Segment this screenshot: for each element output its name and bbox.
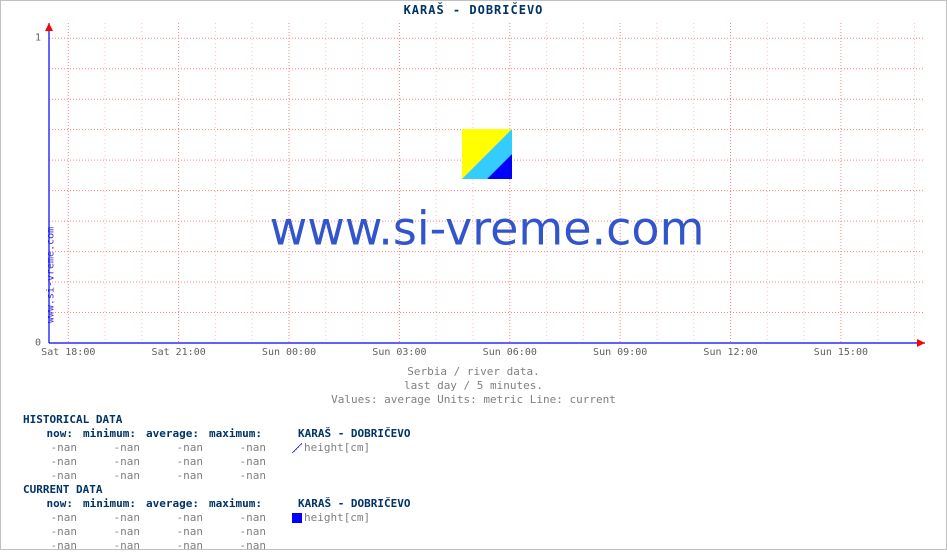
table-cell: -nan <box>83 539 146 553</box>
table-cell: -nan <box>146 525 209 539</box>
data-tables: HISTORICAL DATA now:minimum:average:maxi… <box>23 413 417 553</box>
chart-title: KARAŠ - DOBRIČEVO <box>1 3 946 17</box>
historical-header: HISTORICAL DATA <box>23 413 417 427</box>
caption-line-3: Values: average Units: metric Line: curr… <box>1 393 946 407</box>
x-tick-label: Sat 21:00 <box>152 347 206 358</box>
column-header: maximum: <box>209 497 272 511</box>
table-cell: -nan <box>23 525 83 539</box>
series-label: KARAŠ - DOBRIČEVO <box>292 427 417 441</box>
table-cell: -nan <box>146 469 209 483</box>
table-cell: -nan <box>83 525 146 539</box>
table-cell: -nan <box>209 469 272 483</box>
chart-container: www.si-vreme.com KARAŠ - DOBRIČEVO www.s… <box>0 0 947 550</box>
x-tick-label: Sat 18:00 <box>41 347 95 358</box>
table-cell: -nan <box>146 539 209 553</box>
table-cell: -nan <box>146 441 209 455</box>
table-cell: -nan <box>83 469 146 483</box>
series-label: KARAŠ - DOBRIČEVO <box>292 497 417 511</box>
current-table: now:minimum:average:maximum: KARAŠ - DOBR… <box>23 497 417 553</box>
y-tick-label: 1 <box>35 33 41 44</box>
column-header: minimum: <box>83 497 146 511</box>
caption-line-1: Serbia / river data. <box>1 365 946 379</box>
table-cell: -nan <box>209 441 272 455</box>
table-cell: -nan <box>23 441 83 455</box>
caption-line-2: last day / 5 minutes. <box>1 379 946 393</box>
table-cell: -nan <box>209 539 272 553</box>
table-cell: -nan <box>83 511 146 525</box>
table-cell: -nan <box>209 525 272 539</box>
table-cell: -nan <box>23 539 83 553</box>
legend-swatch-icon <box>292 513 302 523</box>
x-tick-label: Sun 12:00 <box>703 347 757 358</box>
watermark-text: www.si-vreme.com <box>270 202 705 256</box>
table-cell: -nan <box>83 441 146 455</box>
unit-label: height[cm] <box>292 441 417 455</box>
table-cell: -nan <box>146 511 209 525</box>
y-axis-ticks: 01 <box>1 23 45 343</box>
column-header: now: <box>23 427 83 441</box>
chart-caption: Serbia / river data. last day / 5 minute… <box>1 365 946 407</box>
plot-area: www.si-vreme.com <box>49 23 925 343</box>
column-header: average: <box>146 497 209 511</box>
table-cell: -nan <box>146 455 209 469</box>
current-header: CURRENT DATA <box>23 483 417 497</box>
x-tick-label: Sun 15:00 <box>814 347 868 358</box>
column-header: minimum: <box>83 427 146 441</box>
table-cell: -nan <box>209 455 272 469</box>
historical-table: now:minimum:average:maximum: KARAŠ - DOBR… <box>23 427 417 483</box>
table-cell: -nan <box>23 469 83 483</box>
plot-grid <box>49 23 925 343</box>
x-tick-label: Sun 03:00 <box>372 347 426 358</box>
legend-swatch-icon <box>292 443 302 453</box>
unit-label: height[cm] <box>292 511 417 525</box>
x-tick-label: Sun 09:00 <box>593 347 647 358</box>
x-axis-ticks: Sat 18:00Sat 21:00Sun 00:00Sun 03:00Sun … <box>49 347 925 361</box>
x-tick-label: Sun 00:00 <box>262 347 316 358</box>
column-header: maximum: <box>209 427 272 441</box>
table-cell: -nan <box>83 455 146 469</box>
watermark-logo-icon <box>462 129 512 179</box>
x-tick-label: Sun 06:00 <box>483 347 537 358</box>
column-header: average: <box>146 427 209 441</box>
table-cell: -nan <box>209 511 272 525</box>
y-tick-label: 0 <box>35 338 41 349</box>
table-cell: -nan <box>23 455 83 469</box>
table-cell: -nan <box>23 511 83 525</box>
column-header: now: <box>23 497 83 511</box>
